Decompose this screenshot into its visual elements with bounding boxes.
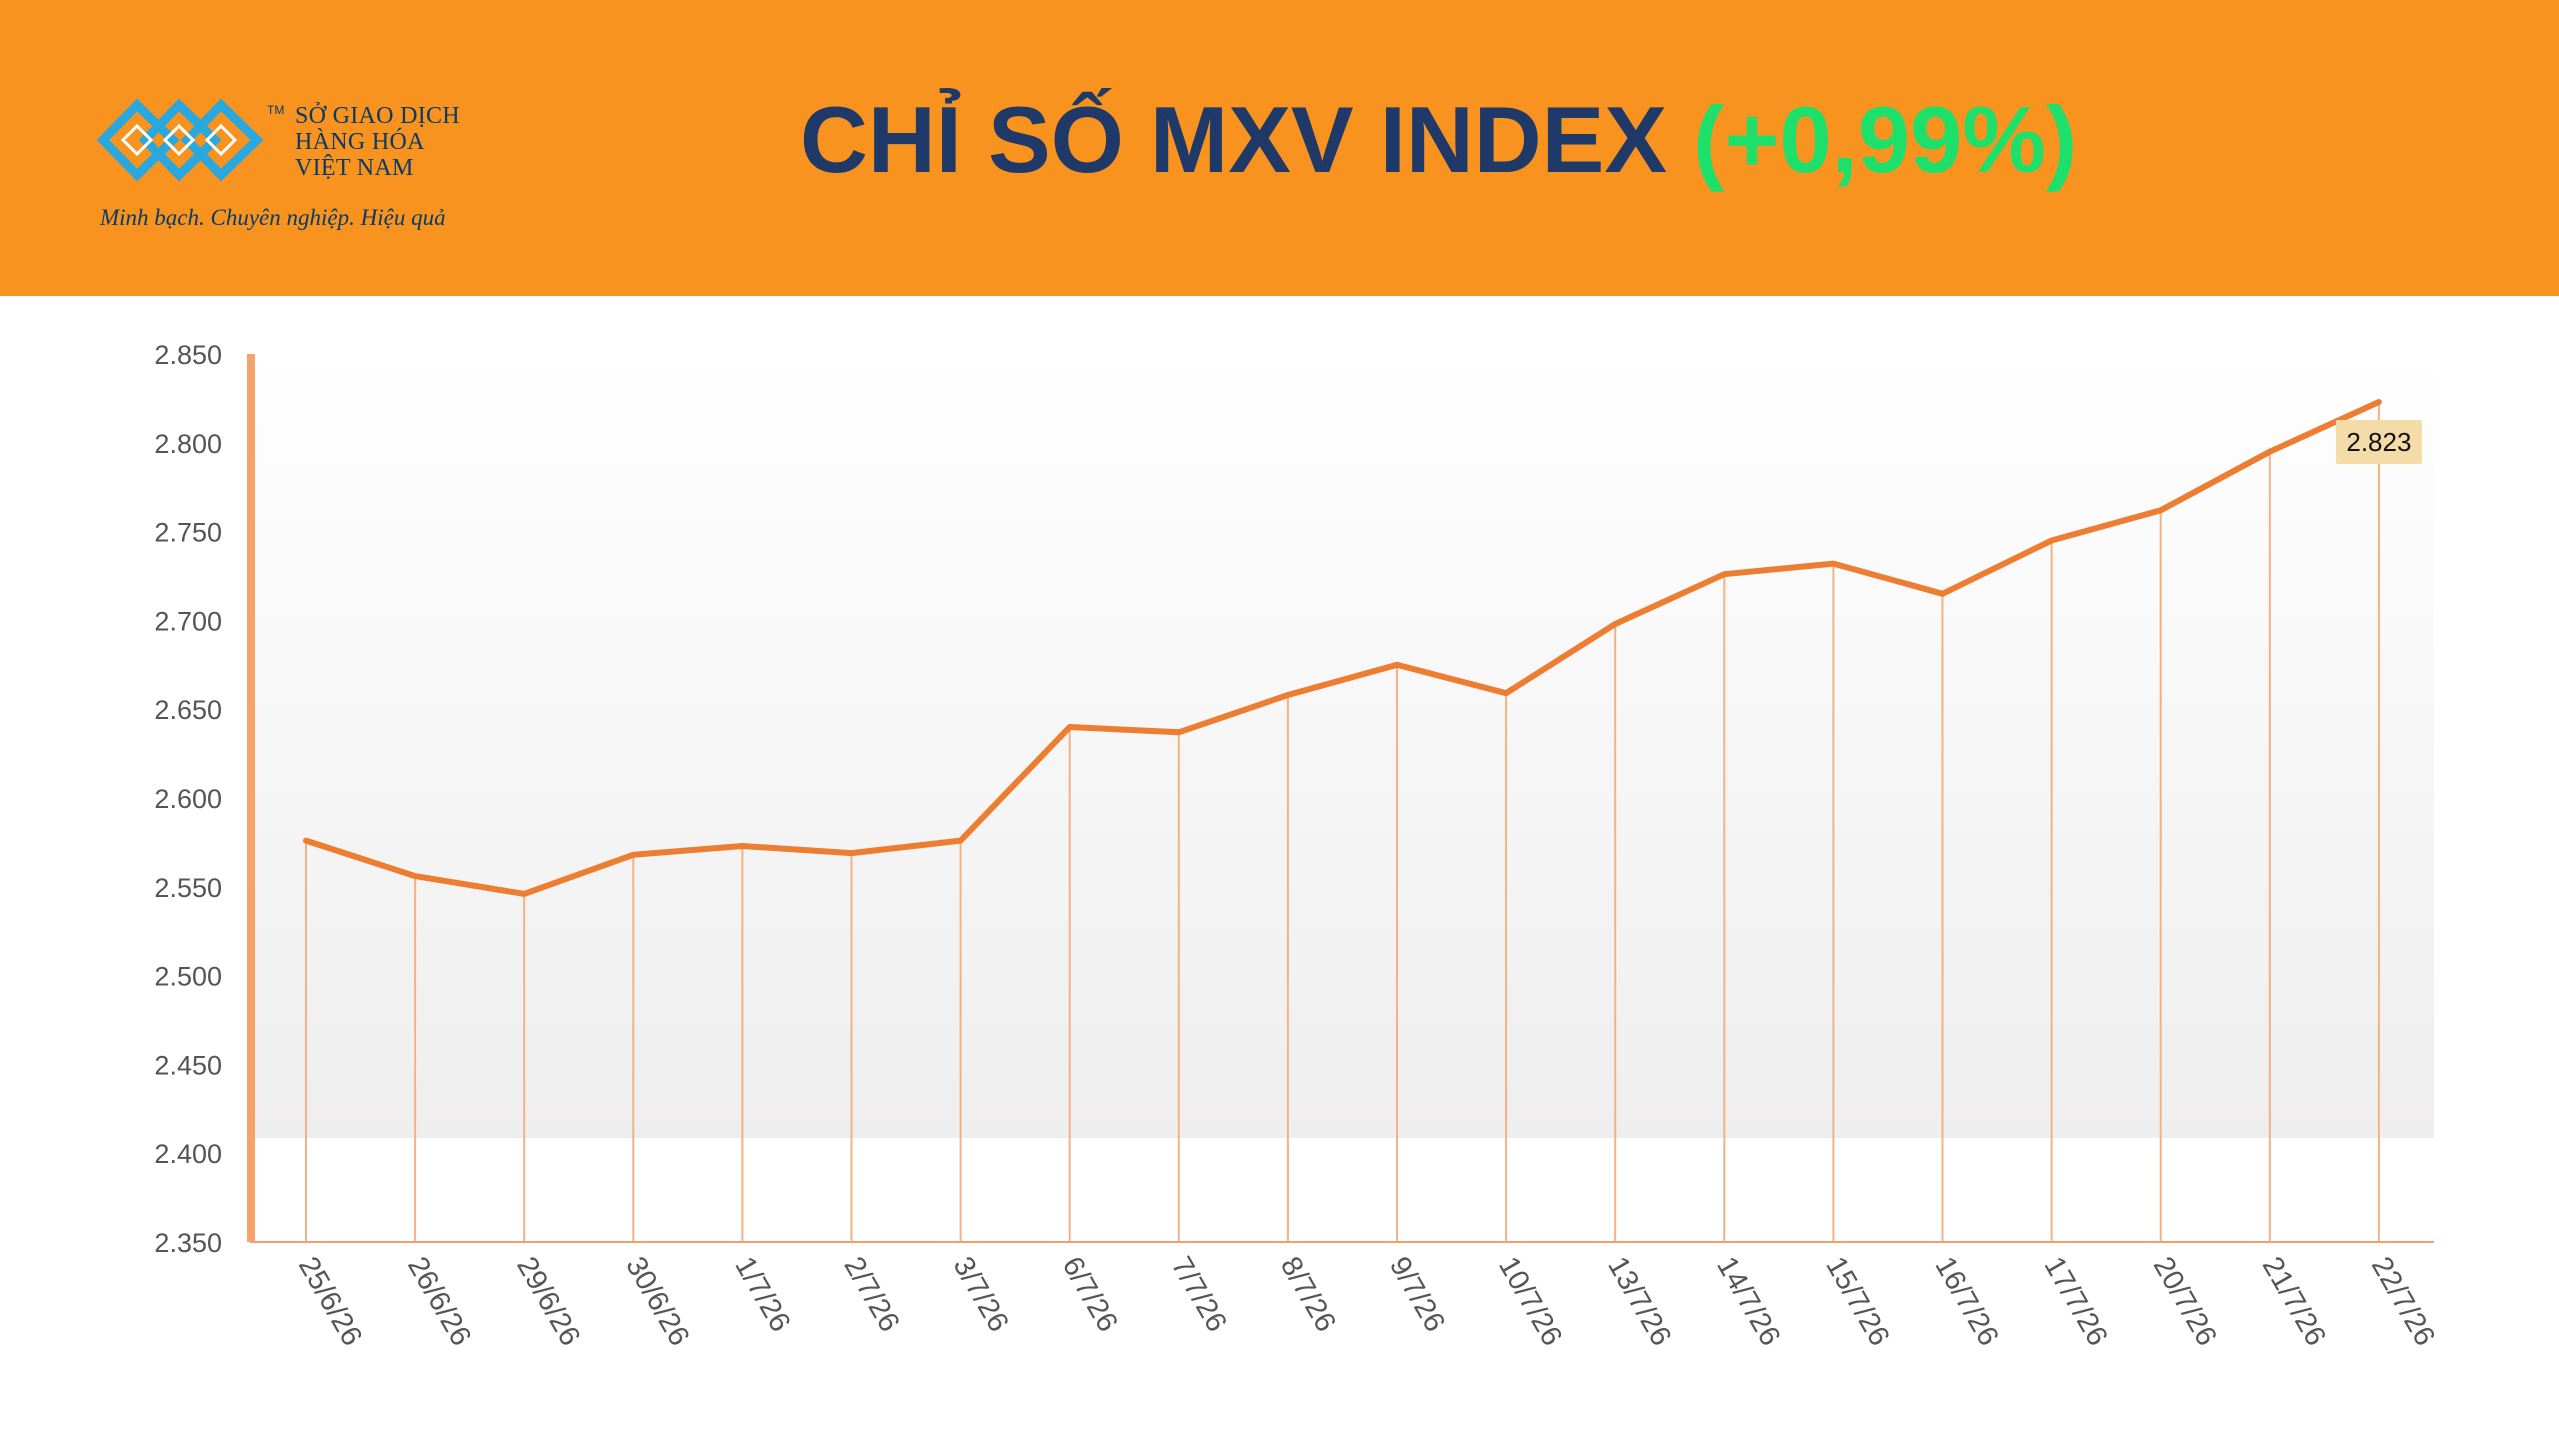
x-tick-label: 17/7/26 [2038,1252,2114,1352]
y-tick-label: 2.500 [154,962,222,992]
y-tick-label: 2.350 [154,1228,222,1258]
y-tick-label: 2.650 [154,695,222,725]
x-tick-label: 21/7/26 [2256,1252,2332,1352]
x-tick-label: 15/7/26 [1819,1252,1895,1352]
x-tick-label: 3/7/26 [947,1252,1015,1338]
x-tick-label: 22/7/26 [2365,1252,2441,1352]
x-axis-ticks: 25/6/26 26/6/26 29/6/26 30/6/26 1/7/26 2/7/26… [292,1252,2441,1352]
y-tick-label: 2.550 [154,873,222,903]
logo-trademark: TM [267,103,285,117]
drop-lines [305,401,2380,1242]
mxv-logo-icon [96,98,264,182]
series-line [303,399,2382,897]
y-tick-label: 2.800 [154,429,222,459]
data-label-box [2335,419,2422,464]
y-tick-label: 2.850 [154,340,222,370]
y-tick-label: 2.600 [154,784,222,814]
header-banner: TM SỞ GIAO DỊCH HÀNG HÓA VIỆT NAM Minh b… [0,0,2559,296]
x-tick-label: 8/7/26 [1274,1252,1342,1338]
x-tick-label: 6/7/26 [1056,1252,1124,1338]
x-tick-label: 14/7/26 [1710,1252,1786,1352]
y-tick-label: 2.450 [154,1050,222,1080]
x-tick-label: 13/7/26 [1601,1252,1677,1352]
x-tick-label: 10/7/26 [1492,1252,1568,1352]
logo-name-line-1: SỞ GIAO DỊCH [295,103,460,129]
y-tick-label: 2.700 [154,606,222,636]
data-label-last: 2.823 [2335,419,2422,464]
x-tick-label: 7/7/26 [1165,1252,1233,1338]
y-axis-ticks: 2.850 2.800 2.750 2.700 2.650 2.600 2.550 2.500… [154,340,222,1258]
y-tick-label: 2.400 [154,1139,222,1169]
logo-slogan: Minh bạch. Chuyên nghiệp. Hiệu quả [100,205,446,230]
y-axis-bar [247,354,255,1242]
y-tick-label: 2.750 [154,518,222,548]
data-label-text: 2.823 [2346,427,2411,457]
mxv-index-line-chart: 2.850 2.800 2.750 2.700 2.650 2.600 2.550 2.500… [154,340,2441,1352]
logo-name: SỞ GIAO DỊCH HÀNG HÓA VIỆT NAM [295,103,505,181]
logo-name-line-2: HÀNG HÓA [295,129,425,155]
x-tick-label: 1/7/26 [728,1252,796,1338]
x-tick-label: 30/6/26 [619,1252,695,1352]
x-tick-label: 20/7/26 [2147,1252,2223,1352]
x-tick-label: 29/6/26 [510,1252,586,1352]
plot-area [250,354,2434,1138]
x-tick-label: 9/7/26 [1383,1252,1451,1338]
x-tick-label: 26/6/26 [401,1252,477,1352]
title-text: CHỈ SỐ MXV INDEX [800,87,1668,192]
x-tick-label: 16/7/26 [1928,1252,2004,1352]
page-title: CHỈ SỐ MXV INDEX (+0,99%) [800,80,2300,200]
logo-name-line-3: VIỆT NAM [295,155,414,181]
x-tick-label: 2/7/26 [837,1252,905,1338]
title-change-percent: (+0,99%) [1693,87,2078,192]
x-tick-label: 25/6/26 [292,1252,368,1352]
logo: TM SỞ GIAO DỊCH HÀNG HÓA VIỆT NAM Minh b… [95,95,495,245]
